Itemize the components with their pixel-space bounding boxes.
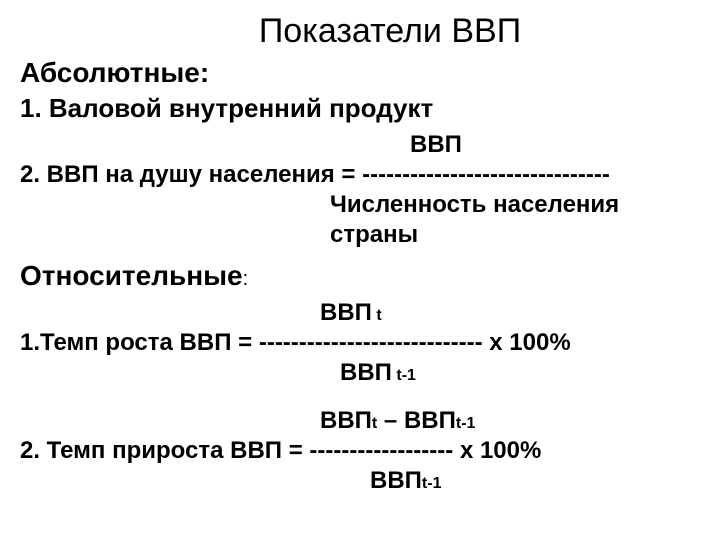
num-sub: t — [372, 307, 382, 324]
num-main: ВВП — [320, 299, 372, 326]
formula-equation-line: 2. ВВП на душу населения = -------------… — [20, 160, 700, 190]
num-minus: – — [377, 407, 404, 434]
equals-sign: = — [289, 437, 310, 464]
formula-lhs: 2. Темп прироста ВВП — [20, 437, 282, 464]
equals-sign: = — [238, 329, 259, 356]
num-b: ВВП — [404, 407, 456, 434]
absolute-item-2-formula: ВВП 2. ВВП на душу населения = ---------… — [20, 130, 700, 250]
denom-main: ВВП — [370, 467, 422, 494]
absolute-item-1: 1. Валовой внутренний продукт — [20, 93, 700, 124]
relative-header-text: Относительные — [20, 260, 243, 291]
relative-item-1-formula: ВВП t 1.Темп роста ВВП = ---------------… — [20, 298, 700, 388]
formula-numerator: ВВПt – ВВПt-1 — [20, 406, 700, 436]
formula-denominator: Численность населения страны — [20, 190, 700, 250]
equals-sign: = — [341, 161, 362, 188]
relative-item-2-formula: ВВПt – ВВПt-1 2. Темп прироста ВВП = ---… — [20, 406, 700, 496]
denom-sub: t-1 — [422, 475, 442, 492]
formula-numerator: ВВП — [20, 130, 700, 160]
formula-dashes: ------------------ — [309, 437, 453, 464]
formula-lhs: 1.Темп роста ВВП — [20, 329, 231, 356]
formula-equation-line: 2. Темп прироста ВВП = -----------------… — [20, 436, 700, 466]
denom-main: ВВП — [340, 359, 392, 386]
formula-numerator: ВВП t — [20, 298, 700, 328]
formula-dashes: ------------------------------- — [362, 161, 610, 188]
absolute-header: Абсолютные: — [20, 57, 700, 89]
formula-denominator: ВВП t-1 — [20, 358, 700, 388]
colon: : — [243, 268, 249, 290]
formula-suffix: х 100% — [489, 329, 570, 356]
formula-dashes: ---------------------------- — [259, 329, 483, 356]
denom-sub: t-1 — [392, 367, 416, 384]
formula-lhs: 2. ВВП на душу населения — [20, 161, 335, 188]
page-title: Показатели ВВП — [20, 12, 700, 51]
num-a: ВВП — [320, 407, 372, 434]
formula-equation-line: 1.Темп роста ВВП = ---------------------… — [20, 328, 700, 358]
formula-denominator: ВВПt-1 — [20, 466, 700, 496]
formula-suffix: х 100% — [460, 437, 541, 464]
relative-header: Относительные: — [20, 260, 700, 292]
num-b-sub: t-1 — [456, 415, 476, 432]
